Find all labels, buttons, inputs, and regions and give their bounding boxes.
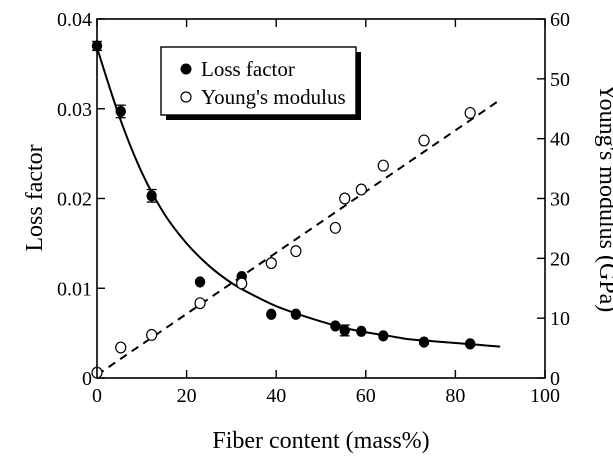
x-tick-label: 20	[177, 385, 197, 407]
loss-factor-point	[339, 324, 350, 337]
loss-factor-point	[194, 276, 206, 288]
y-left-tick-label: 0.04	[57, 9, 92, 31]
legend-marker-loss-factor	[180, 63, 192, 75]
loss-factor-point	[266, 308, 277, 320]
youngs-modulus-point	[339, 192, 351, 205]
x-axis-title: Fiber content (mass%)	[212, 428, 429, 454]
data-marks	[91, 40, 476, 379]
youngs-modulus-point	[146, 328, 158, 341]
y-right-tick-label: 20	[550, 248, 570, 270]
loss-factor-point	[115, 105, 126, 118]
x-tick-label: 60	[356, 385, 376, 407]
left-axis-title: Loss factor	[22, 144, 48, 251]
y-right-tick-label: 10	[550, 308, 570, 330]
youngs-modulus-point	[329, 221, 341, 234]
ticks-layer: 0 20 40 60 80 10000.010.020.030.0401020304050…	[57, 9, 570, 407]
youngs-modulus-point	[464, 106, 476, 119]
youngs-modulus-point	[290, 245, 302, 258]
youngs-modulus-point	[418, 134, 430, 147]
legend-marker-youngs-modulus	[180, 91, 192, 103]
x-tick-label: 0	[92, 385, 102, 407]
loss-factor-point	[330, 320, 341, 332]
y-left-tick-label: 0.01	[57, 278, 92, 300]
loss-factor-point	[146, 190, 157, 202]
right-axis-title: Young's modulus (GPa)	[594, 84, 613, 313]
y-left-tick-label: 0.02	[57, 189, 92, 211]
legend-label-youngs-modulus: Young's modulus	[201, 85, 346, 109]
y-right-tick-label: 50	[550, 69, 570, 91]
loss-factor-point	[378, 330, 389, 342]
loss-factor-point	[464, 338, 476, 350]
youngs-modulus-point	[194, 297, 206, 310]
y-left-tick-label: 0.03	[57, 99, 92, 121]
youngs-modulus-point	[236, 277, 248, 290]
x-tick-label: 40	[266, 385, 286, 407]
y-right-tick-label: 0	[550, 368, 560, 390]
legend-label-loss-factor: Loss factor	[201, 57, 295, 81]
youngs-modulus-point	[115, 341, 127, 354]
y-right-tick-label: 30	[550, 189, 570, 211]
legend-box	[160, 46, 357, 116]
fit-line-youngs-modulus	[96, 98, 501, 376]
y-right-tick-label: 40	[550, 129, 570, 151]
x-tick-label: 80	[445, 385, 465, 407]
youngs-modulus-point	[265, 257, 277, 270]
y-right-tick-label: 60	[550, 9, 570, 31]
legend: Loss factor Young's modulus	[160, 46, 361, 120]
loss-factor-point	[356, 325, 367, 337]
loss-factor-point	[290, 308, 302, 320]
youngs-modulus-point	[377, 159, 389, 172]
loss-factor-point	[418, 336, 430, 348]
youngs-modulus-point	[355, 183, 367, 196]
y-left-tick-label: 0	[82, 368, 92, 390]
plot-frame	[96, 18, 546, 379]
x-tick-label: 100	[530, 385, 560, 407]
